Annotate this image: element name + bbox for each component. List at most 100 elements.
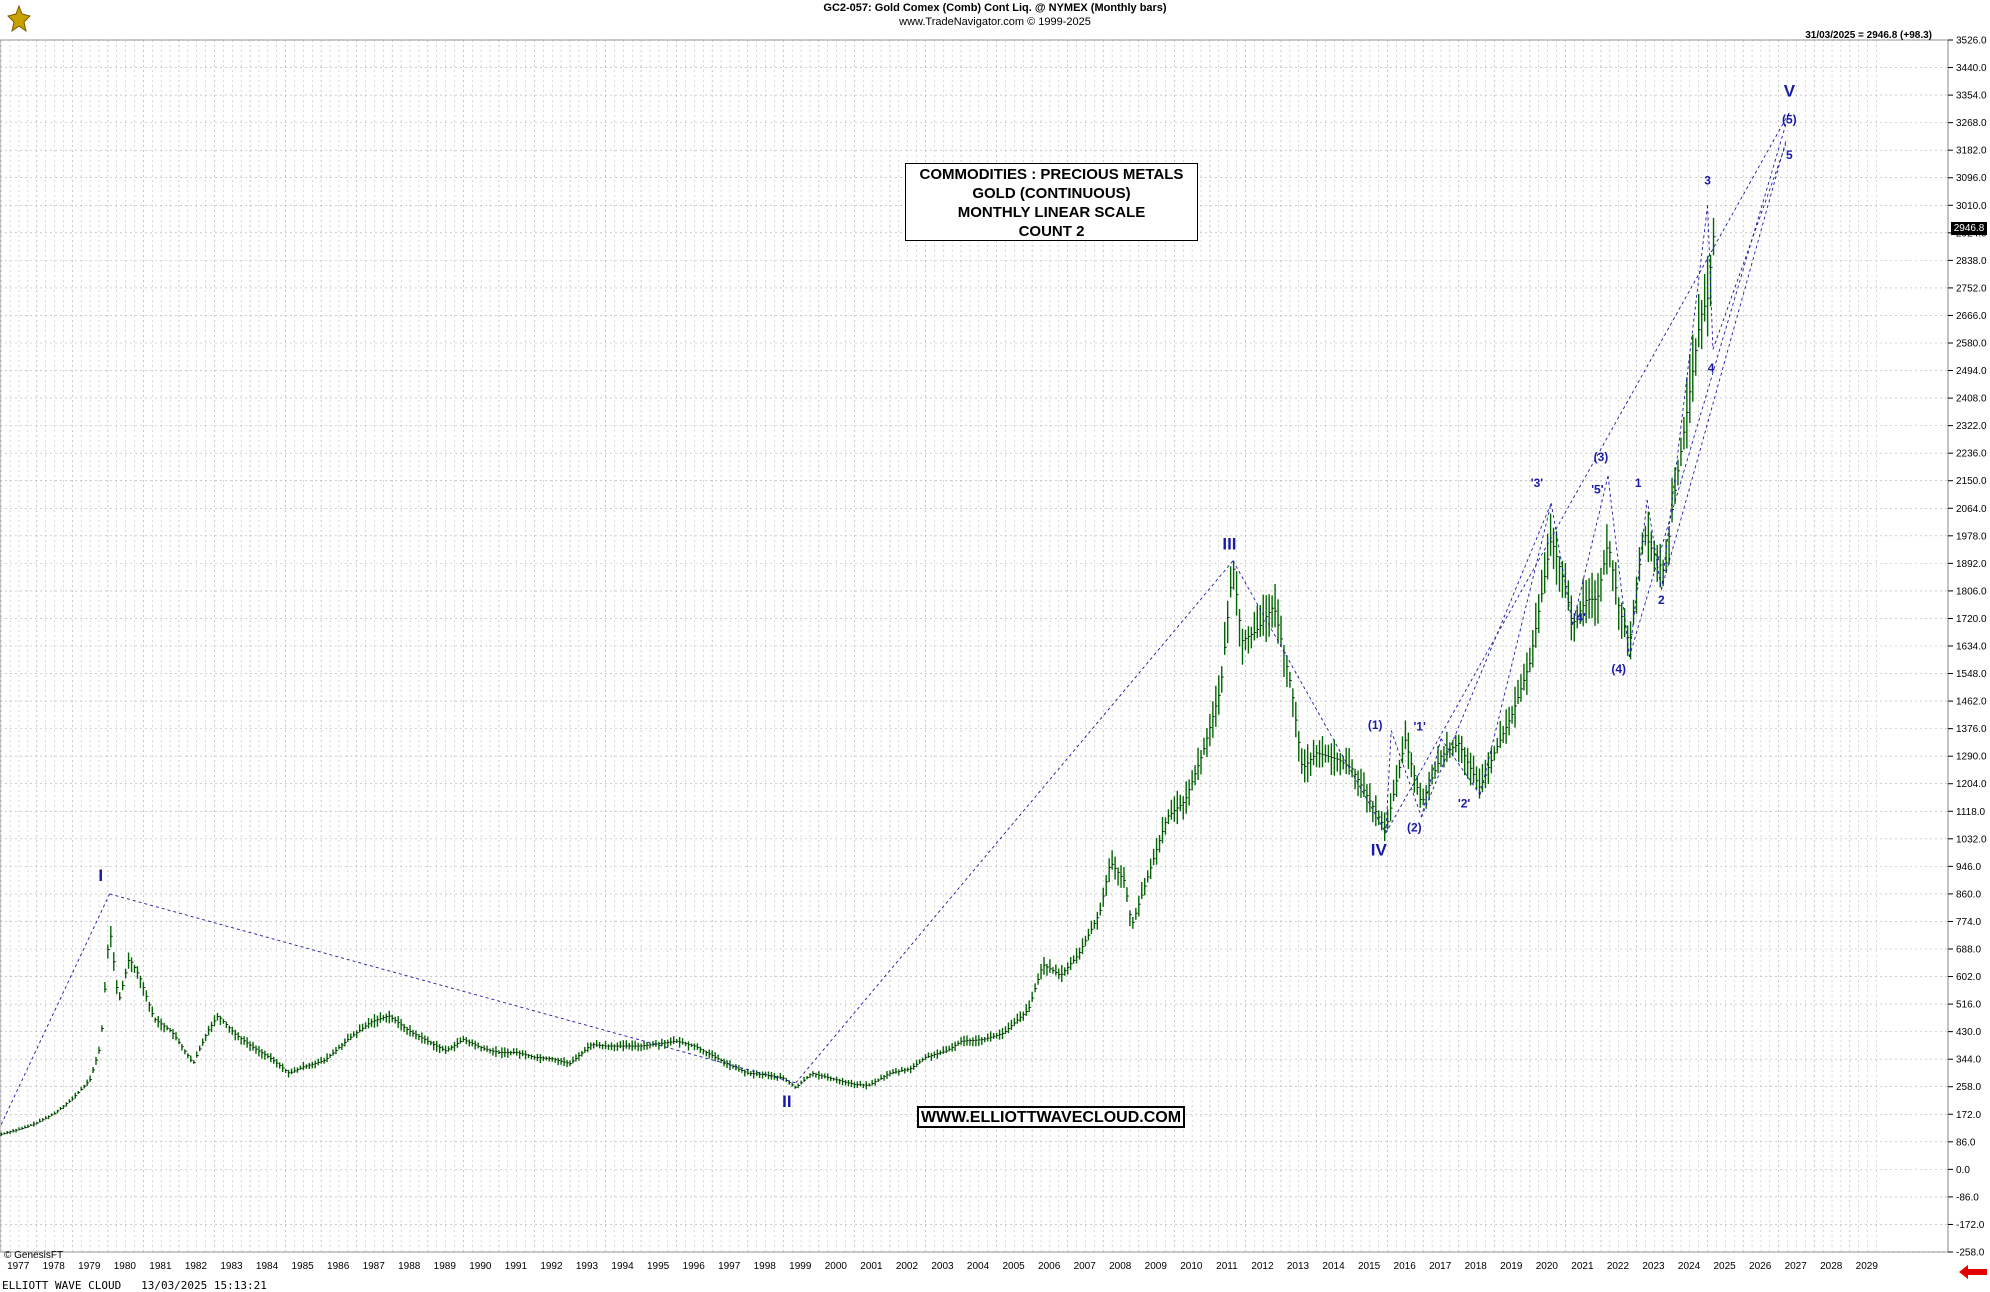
- x-tick-label: 1999: [789, 1261, 812, 1272]
- x-tick-label: 2018: [1465, 1261, 1488, 1272]
- x-tick-label: 2028: [1820, 1261, 1843, 1272]
- wave-trend-line: [1385, 730, 1392, 834]
- y-tick-label: 1548.0: [1956, 669, 1987, 680]
- wave-trend-line: [1479, 503, 1552, 795]
- x-tick-label: 2004: [967, 1261, 990, 1272]
- x-tick-label: 2026: [1749, 1261, 1772, 1272]
- x-tick-label: 2017: [1429, 1261, 1452, 1272]
- title-line-3: MONTHLY LINEAR SCALE: [957, 204, 1146, 221]
- y-tick-label: -86.0: [1956, 1192, 1979, 1203]
- y-tick-label: 1462.0: [1956, 697, 1987, 708]
- x-tick-label: 1989: [434, 1261, 457, 1272]
- x-tick-label: 2006: [1038, 1261, 1061, 1272]
- y-tick-label: 3096.0: [1956, 173, 1987, 184]
- y-tick-label: 2838.0: [1956, 256, 1987, 267]
- x-tick-label: 2025: [1713, 1261, 1736, 1272]
- x-tick-label: 1995: [647, 1261, 670, 1272]
- y-tick-label: 2150.0: [1956, 476, 1987, 487]
- y-tick-label: 946.0: [1956, 862, 1981, 873]
- y-tick-label: 2408.0: [1956, 394, 1987, 405]
- y-tick-label: 860.0: [1956, 889, 1981, 900]
- wave-trend-line: [1420, 738, 1442, 818]
- wave-label: II: [782, 1092, 791, 1111]
- x-tick-label: 2022: [1607, 1261, 1630, 1272]
- title-line-4: COUNT 2: [1018, 223, 1085, 240]
- y-tick-label: 2322.0: [1956, 421, 1987, 432]
- y-tick-label: -172.0: [1956, 1220, 1985, 1231]
- wave-trend-line: [1712, 144, 1787, 350]
- x-tick-label: 1985: [291, 1261, 314, 1272]
- wave-trend-line: [1421, 502, 1552, 818]
- y-tick-label: 0.0: [1956, 1165, 1970, 1176]
- wave-label: (5): [1782, 113, 1797, 127]
- x-tick-label: 1979: [78, 1261, 101, 1272]
- x-tick-label: 2019: [1500, 1261, 1523, 1272]
- x-tick-label: 1981: [149, 1261, 172, 1272]
- x-tick-label: 2023: [1642, 1261, 1665, 1272]
- wave-trend-line: [1707, 205, 1714, 350]
- y-tick-label: 1376.0: [1956, 724, 1987, 735]
- wave-label: '5': [1591, 483, 1604, 497]
- website-box: WWW.ELLIOTTWAVECLOUD.COM: [917, 1106, 1185, 1128]
- wave-label: V: [1784, 81, 1796, 100]
- wave-label: IV: [1371, 840, 1388, 859]
- last-price-note: 31/03/2025 = 2946.8 (+98.3): [1805, 30, 1932, 41]
- title-line-1: COMMODITIES : PRECIOUS METALS: [919, 166, 1184, 183]
- wave-trend-line: [1607, 475, 1630, 657]
- wave-label: '3': [1531, 476, 1544, 490]
- wave-trend-line: [1390, 730, 1422, 818]
- wave-label: 5: [1786, 148, 1793, 162]
- wave-label: '4': [1573, 611, 1586, 625]
- y-tick-label: 172.0: [1956, 1110, 1981, 1121]
- x-tick-label: 1987: [363, 1261, 386, 1272]
- y-tick-label: 344.0: [1956, 1055, 1981, 1066]
- current-price-tag: 2946.8: [1951, 222, 1987, 235]
- y-tick-label: 86.0: [1956, 1137, 1976, 1148]
- x-tick-label: 2003: [931, 1261, 954, 1272]
- wave-trend-line: [1660, 205, 1709, 590]
- x-tick-label: 1977: [7, 1261, 30, 1272]
- chart-title-box: COMMODITIES : PRECIOUS METALS GOLD (CONT…: [905, 163, 1198, 241]
- wave-label: 1: [1635, 476, 1642, 490]
- x-tick-label: 1992: [540, 1261, 563, 1272]
- x-tick-label: 1993: [576, 1261, 599, 1272]
- red-scroll-arrow-icon[interactable]: [1958, 1264, 1988, 1280]
- y-tick-label: 2064.0: [1956, 504, 1987, 515]
- y-tick-label: 688.0: [1956, 945, 1981, 956]
- y-tick-label: 2666.0: [1956, 311, 1987, 322]
- x-tick-label: 2010: [1180, 1261, 1203, 1272]
- x-tick-label: 2027: [1785, 1261, 1808, 1272]
- x-tick-label: 2013: [1287, 1261, 1310, 1272]
- x-tick-label: 1996: [683, 1261, 706, 1272]
- y-tick-label: 1720.0: [1956, 614, 1987, 625]
- x-tick-label: 2016: [1394, 1261, 1417, 1272]
- x-tick-label: 1994: [611, 1261, 634, 1272]
- y-tick-label: 2752.0: [1956, 283, 1987, 294]
- y-tick-label: 3268.0: [1956, 118, 1987, 129]
- wave-label: III: [1222, 535, 1236, 554]
- wave-trend-line: [1572, 475, 1609, 625]
- y-tick-label: 2236.0: [1956, 449, 1987, 460]
- x-tick-label: 1980: [114, 1261, 137, 1272]
- x-tick-label: 1988: [398, 1261, 421, 1272]
- y-tick-label: 1806.0: [1956, 586, 1987, 597]
- wave-trend-line: [1628, 499, 1648, 657]
- footer-label: ELLIOTT WAVE CLOUD 13/03/2025 15:13:21: [2, 1279, 267, 1292]
- y-tick-label: 430.0: [1956, 1027, 1981, 1038]
- wave-trend-line: [0, 893, 111, 1125]
- y-tick-label: 1978.0: [1956, 531, 1987, 542]
- x-tick-label: 2002: [896, 1261, 919, 1272]
- x-tick-label: 1982: [185, 1261, 208, 1272]
- y-tick-label: 2494.0: [1956, 366, 1987, 377]
- y-tick-label: 602.0: [1956, 972, 1981, 983]
- y-tick-label: 1032.0: [1956, 834, 1987, 845]
- wave-trend-line: [1550, 503, 1573, 625]
- wave-trend-line: [1440, 738, 1481, 795]
- y-tick-label: -258.0: [1956, 1248, 1985, 1259]
- x-tick-label: 2008: [1109, 1261, 1132, 1272]
- wave-label: (4): [1611, 662, 1626, 676]
- x-tick-label: 2015: [1358, 1261, 1381, 1272]
- x-tick-label: 1998: [754, 1261, 777, 1272]
- wave-label: '2': [1458, 796, 1471, 810]
- x-tick-label: 1978: [43, 1261, 66, 1272]
